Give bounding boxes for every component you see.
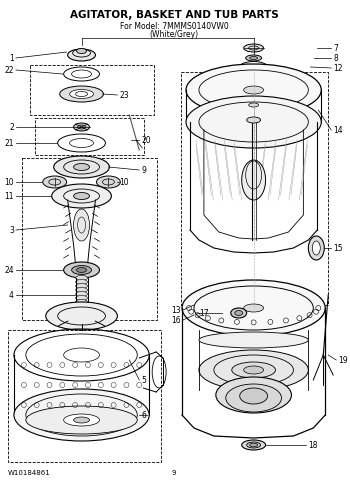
Ellipse shape xyxy=(43,176,66,188)
Text: 21: 21 xyxy=(5,139,14,147)
Text: For Model: 7MMMS0140VW0: For Model: 7MMMS0140VW0 xyxy=(120,22,229,31)
Ellipse shape xyxy=(52,184,111,208)
Ellipse shape xyxy=(244,366,264,374)
Ellipse shape xyxy=(97,176,120,188)
Text: 1: 1 xyxy=(9,54,14,62)
Ellipse shape xyxy=(76,296,88,300)
Text: 5: 5 xyxy=(141,375,146,384)
Text: 6: 6 xyxy=(141,411,146,420)
Text: 24: 24 xyxy=(4,266,14,274)
Ellipse shape xyxy=(54,156,110,178)
Ellipse shape xyxy=(74,209,90,241)
Ellipse shape xyxy=(242,160,266,200)
Text: 22: 22 xyxy=(5,66,14,74)
Ellipse shape xyxy=(246,55,261,61)
Ellipse shape xyxy=(76,280,88,284)
Text: 3: 3 xyxy=(9,226,14,235)
Ellipse shape xyxy=(46,302,117,330)
Text: 7: 7 xyxy=(333,43,338,53)
Text: 17: 17 xyxy=(199,309,209,317)
Text: 23: 23 xyxy=(119,90,129,99)
Ellipse shape xyxy=(74,193,90,199)
Text: (White/Grey): (White/Grey) xyxy=(149,30,199,39)
Ellipse shape xyxy=(199,332,308,348)
Ellipse shape xyxy=(240,388,267,404)
Text: W10184861: W10184861 xyxy=(8,470,51,476)
Ellipse shape xyxy=(248,103,259,107)
Ellipse shape xyxy=(77,48,86,54)
Text: 18: 18 xyxy=(308,440,318,450)
Text: AGITATOR, BASKET AND TUB PARTS: AGITATOR, BASKET AND TUB PARTS xyxy=(70,10,279,20)
Ellipse shape xyxy=(76,299,88,304)
Ellipse shape xyxy=(14,389,149,441)
Ellipse shape xyxy=(308,236,324,260)
Ellipse shape xyxy=(70,89,93,99)
Ellipse shape xyxy=(186,64,321,116)
Ellipse shape xyxy=(60,86,104,102)
Ellipse shape xyxy=(72,266,91,274)
Ellipse shape xyxy=(68,49,96,61)
Ellipse shape xyxy=(74,123,90,131)
Text: 8: 8 xyxy=(333,54,338,62)
Text: 10: 10 xyxy=(119,177,129,186)
Ellipse shape xyxy=(182,280,325,336)
Ellipse shape xyxy=(26,406,137,434)
Ellipse shape xyxy=(76,303,88,309)
Text: 9: 9 xyxy=(141,166,146,174)
Ellipse shape xyxy=(244,86,264,94)
Ellipse shape xyxy=(64,414,99,426)
Ellipse shape xyxy=(74,164,90,170)
Ellipse shape xyxy=(199,350,308,390)
Text: 2: 2 xyxy=(9,123,14,131)
Ellipse shape xyxy=(186,96,321,148)
Ellipse shape xyxy=(64,262,99,278)
Text: 9: 9 xyxy=(172,470,176,476)
Ellipse shape xyxy=(76,275,88,281)
Ellipse shape xyxy=(226,384,281,412)
Text: 13: 13 xyxy=(172,306,181,314)
Ellipse shape xyxy=(244,304,264,312)
Ellipse shape xyxy=(235,311,243,315)
Ellipse shape xyxy=(76,292,88,297)
Ellipse shape xyxy=(76,284,88,288)
Ellipse shape xyxy=(250,443,258,447)
Ellipse shape xyxy=(250,57,258,59)
Ellipse shape xyxy=(216,377,292,413)
Ellipse shape xyxy=(76,287,88,293)
Ellipse shape xyxy=(232,362,275,378)
Text: 12: 12 xyxy=(333,63,343,72)
Text: 4: 4 xyxy=(9,290,14,299)
Text: 16: 16 xyxy=(172,315,181,325)
Ellipse shape xyxy=(247,442,261,448)
Ellipse shape xyxy=(78,125,85,129)
Text: 11: 11 xyxy=(5,191,14,200)
Text: 10: 10 xyxy=(4,177,14,186)
Ellipse shape xyxy=(244,44,264,52)
Ellipse shape xyxy=(242,440,266,450)
Ellipse shape xyxy=(74,417,90,423)
Text: 20: 20 xyxy=(141,136,151,144)
Ellipse shape xyxy=(247,117,261,123)
Text: 19: 19 xyxy=(338,355,348,365)
Text: 15: 15 xyxy=(333,243,343,253)
Ellipse shape xyxy=(312,241,320,255)
Ellipse shape xyxy=(77,268,86,272)
Text: 14: 14 xyxy=(333,126,343,134)
Ellipse shape xyxy=(231,308,247,318)
